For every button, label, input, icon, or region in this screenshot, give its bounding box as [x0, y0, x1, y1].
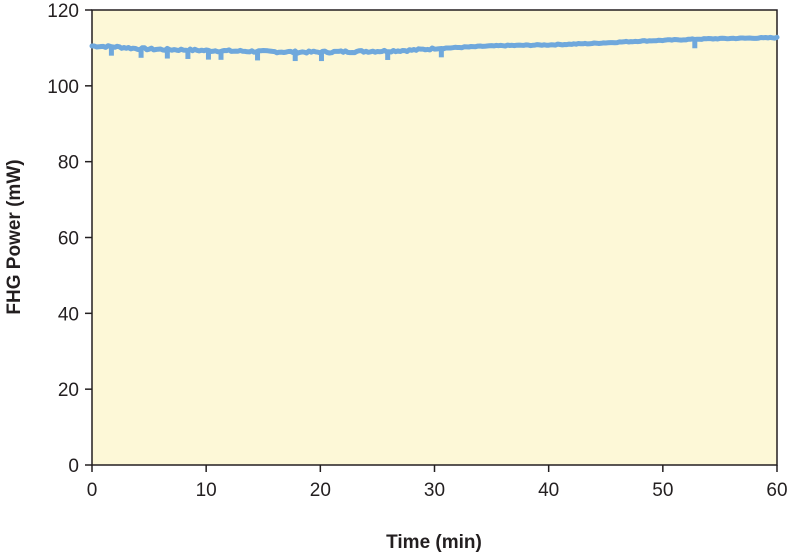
x-tick-label: 40 [538, 480, 559, 501]
y-tick-label: 120 [47, 1, 79, 22]
noise-dips [108, 39, 698, 62]
noise-dip [205, 50, 211, 60]
noise-dip [138, 48, 144, 58]
plot-area [91, 9, 778, 466]
noise-dip [255, 51, 261, 61]
x-tick-label: 50 [652, 480, 673, 501]
noise-dip [692, 39, 698, 49]
y-axis-title: FHG Power (mW) [4, 159, 25, 314]
x-tick-label: 0 [87, 480, 98, 501]
noise-dip [164, 49, 170, 59]
y-tick-label: 60 [58, 229, 79, 250]
tick-marks [85, 9, 778, 472]
x-tick-labels: 0 10 20 30 40 50 60 [87, 480, 788, 501]
noise-dip [218, 50, 224, 60]
noise-dip [318, 52, 324, 62]
x-tick-label: 30 [424, 480, 445, 501]
x-axis-title: Time (min) [386, 532, 482, 553]
noise-dip [108, 46, 114, 56]
y-tick-label: 100 [47, 77, 79, 98]
noise-dip [292, 52, 298, 62]
y-tick-label: 20 [58, 380, 79, 401]
series-line [89, 34, 780, 56]
x-tick-label: 60 [766, 480, 787, 501]
noise-dip [385, 50, 391, 60]
x-tick-label: 10 [196, 480, 217, 501]
y-tick-label: 80 [58, 153, 79, 174]
noise-dip [185, 49, 191, 59]
y-tick-label: 0 [68, 456, 79, 477]
y-tick-label: 40 [58, 304, 79, 325]
noise-dip [438, 48, 444, 58]
y-tick-labels: 0 20 40 60 80 100 120 [47, 1, 79, 477]
x-tick-label: 20 [310, 480, 331, 501]
